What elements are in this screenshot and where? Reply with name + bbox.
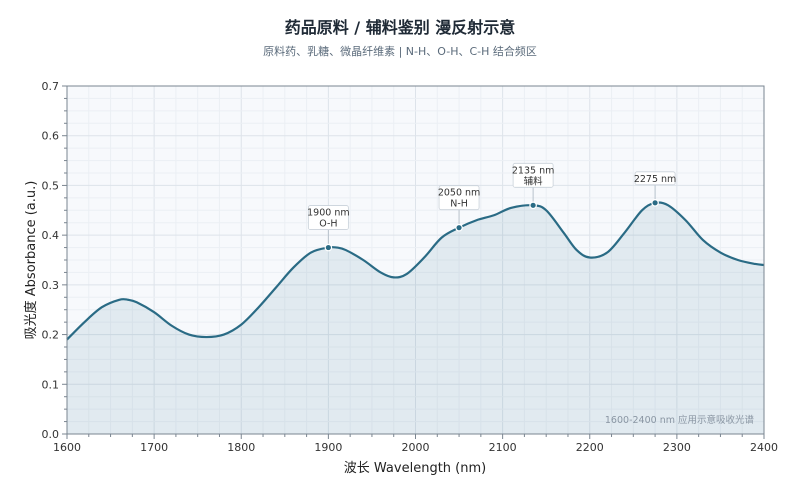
peak-marker (455, 223, 463, 232)
y-tick-label: 0.2 (42, 329, 60, 342)
peak-annotation: 1900 nmO-H (307, 205, 350, 252)
peak-annotation: 2275 nm (634, 171, 676, 207)
grid-lines (66, 85, 765, 435)
x-tick-label: 1700 (140, 441, 168, 454)
annotation-sublabel: O-H (319, 219, 337, 230)
peak-marker (324, 243, 333, 252)
y-tick-label: 0.3 (42, 279, 60, 292)
y-tick-label: 0.1 (42, 378, 60, 391)
peak-annotation: 2050 nmN-H (438, 185, 480, 232)
x-axis-label: 波长 Wavelength (nm) (344, 461, 486, 476)
chart-subtitle: 原料药、乳糖、微晶纤维素 | N-H、O-H、C-H 结合频区 (263, 44, 537, 58)
chart-title: 药品原料 / 辅料鉴别 漫反射示意 (285, 18, 516, 37)
annotation-sublabel: 辅料 (524, 175, 544, 187)
annotation-label: 2275 nm (634, 174, 676, 185)
x-tick-label: 2200 (576, 441, 604, 454)
annotation-box (438, 185, 480, 211)
series-line (66, 201, 765, 341)
x-tick-label: 2000 (402, 441, 430, 454)
peak-marker (529, 201, 537, 210)
x-tick-label: 1900 (314, 441, 342, 454)
series-area (67, 202, 764, 434)
annotation-box (634, 171, 676, 186)
y-tick-label: 0.0 (42, 428, 60, 441)
y-tick-label: 0.7 (42, 80, 60, 93)
chart-note: 1600-2400 nm 应用示意吸收光谱 (605, 414, 755, 426)
x-axis-ticks: 1600 1700 1800 1900 2000 2100 2200 2300 2400 (53, 434, 778, 454)
x-tick-label: 1600 (53, 441, 81, 454)
peak-marker (651, 199, 659, 207)
annotation-label: 1900 nm (307, 208, 349, 219)
absorbance-area (67, 202, 764, 434)
annotation-label: 2135 nm (512, 165, 554, 176)
y-axis-label: 吸光度 Absorbance (a.u.) (23, 181, 39, 340)
x-tick-label: 2400 (750, 441, 778, 454)
y-tick-label: 0.6 (42, 130, 60, 143)
annotation-sublabel: N-H (450, 199, 468, 210)
absorbance-line (66, 201, 765, 341)
x-tick-label: 1800 (227, 441, 255, 454)
y-axis-ticks: 0.0 0.1 0.2 0.3 0.4 0.5 0.6 0.7 (42, 80, 67, 441)
x-tick-label: 2300 (663, 441, 691, 454)
annotation-box (307, 205, 349, 230)
x-tick-label: 2100 (489, 441, 517, 454)
y-tick-label: 0.5 (42, 179, 60, 192)
y-tick-label: 0.4 (42, 229, 60, 242)
annotation-box (512, 162, 554, 188)
annotation-label: 2050 nm (438, 188, 480, 199)
